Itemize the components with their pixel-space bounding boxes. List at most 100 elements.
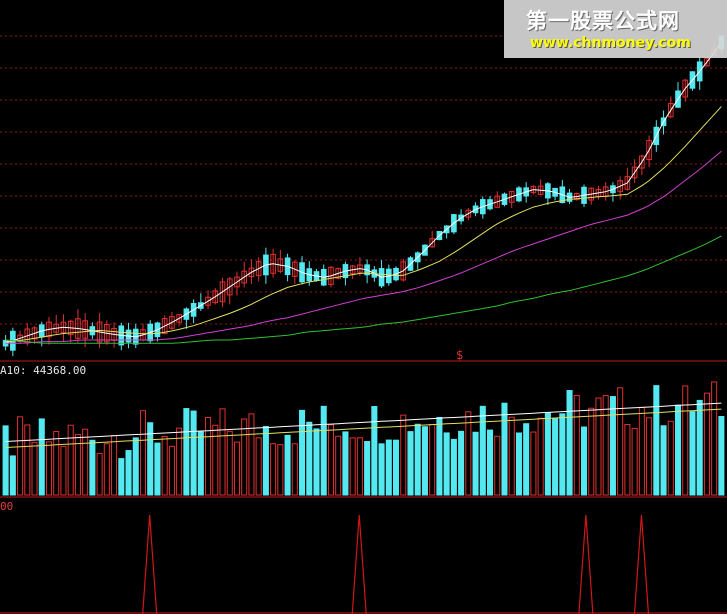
volume-bar bbox=[241, 418, 248, 496]
volume-bar bbox=[378, 443, 385, 496]
volume-bar bbox=[385, 439, 392, 496]
candle-body bbox=[400, 261, 407, 281]
signal-spike bbox=[351, 514, 367, 614]
volume-bar bbox=[523, 423, 530, 496]
volume-bar bbox=[335, 435, 342, 496]
volume-bar bbox=[624, 423, 631, 496]
ma10-line bbox=[5, 106, 722, 343]
volume-bar bbox=[443, 432, 450, 496]
volume-bar bbox=[205, 417, 212, 496]
volume-bar bbox=[703, 392, 710, 496]
volume-bar bbox=[674, 404, 682, 496]
volume-bar bbox=[233, 441, 241, 496]
signal-spike bbox=[142, 514, 158, 614]
volume-bar bbox=[147, 422, 154, 496]
volume-bar bbox=[248, 413, 255, 496]
candle-body bbox=[704, 57, 710, 67]
candle-body bbox=[639, 155, 645, 169]
volume-bar bbox=[67, 424, 74, 496]
volume-bar bbox=[132, 437, 139, 496]
volume-bar bbox=[125, 450, 132, 496]
volume-panel bbox=[2, 381, 725, 496]
volume-bar bbox=[31, 441, 38, 496]
volume-bar bbox=[299, 409, 306, 496]
volume-bar bbox=[38, 418, 45, 496]
candle-body bbox=[682, 79, 689, 98]
volume-bar bbox=[255, 437, 262, 496]
volume-bar bbox=[537, 417, 544, 496]
candle-body bbox=[429, 238, 435, 248]
volume-bar bbox=[118, 458, 125, 496]
volume-bar bbox=[400, 414, 407, 496]
signal-spike bbox=[578, 514, 594, 614]
volume-bar bbox=[479, 405, 486, 496]
volume-bar bbox=[544, 412, 551, 496]
volume-bar bbox=[190, 410, 197, 496]
candle-body bbox=[508, 190, 515, 203]
volume-bar bbox=[291, 443, 298, 496]
volume-bar bbox=[74, 434, 81, 496]
volume-bar bbox=[646, 417, 653, 496]
volume-bar bbox=[631, 427, 638, 496]
volume-bar bbox=[566, 390, 573, 496]
volume-bar bbox=[219, 408, 226, 496]
candle-body bbox=[667, 103, 674, 118]
volume-bar bbox=[407, 431, 414, 496]
candle-body bbox=[219, 281, 226, 303]
volume-bar bbox=[450, 438, 457, 496]
marker-symbol: $ bbox=[456, 348, 463, 362]
candle-body bbox=[292, 261, 298, 277]
volume-bar bbox=[262, 425, 269, 496]
candle-body bbox=[169, 316, 175, 329]
volume-bar bbox=[226, 430, 233, 496]
indicator-legend: 00 bbox=[0, 500, 14, 513]
volume-bar bbox=[96, 452, 103, 496]
volume-legend: A10: 44368.00 bbox=[0, 364, 87, 377]
volume-bar bbox=[9, 455, 16, 496]
ma60-line bbox=[5, 235, 722, 344]
volume-bar bbox=[89, 439, 96, 496]
candle-body bbox=[255, 261, 262, 277]
candle-body bbox=[335, 268, 342, 279]
candle-body bbox=[176, 314, 182, 323]
candle-body bbox=[624, 176, 631, 190]
ma20-line bbox=[5, 150, 722, 344]
volume-bar bbox=[501, 402, 508, 496]
volume-bar bbox=[530, 431, 537, 496]
volume-bar bbox=[609, 396, 616, 496]
volume-bar bbox=[168, 445, 175, 496]
volume-bar bbox=[472, 431, 479, 496]
volume-bar bbox=[24, 424, 31, 496]
price-grid bbox=[0, 35, 727, 325]
signal-indicator-panel bbox=[0, 514, 727, 614]
volume-bar bbox=[660, 425, 667, 496]
volume-bar bbox=[284, 434, 291, 496]
candle-body bbox=[617, 180, 623, 193]
volume-bar bbox=[197, 431, 204, 496]
volume-bar bbox=[573, 394, 580, 496]
candle-body bbox=[161, 318, 168, 335]
volume-bar bbox=[429, 423, 436, 496]
volume-bar bbox=[494, 435, 501, 496]
volume-bar bbox=[421, 426, 428, 496]
volume-bar bbox=[638, 406, 645, 496]
volume-bar bbox=[414, 423, 421, 496]
volume-bar bbox=[552, 417, 559, 496]
volume-bar bbox=[465, 411, 472, 496]
volume-ma10-line bbox=[5, 408, 722, 448]
volume-bar bbox=[689, 411, 696, 496]
volume-bar bbox=[602, 395, 609, 496]
volume-bar bbox=[212, 424, 219, 496]
volume-bar bbox=[270, 443, 277, 496]
volume-bar bbox=[515, 432, 522, 496]
volume-bar bbox=[53, 431, 60, 496]
watermark-url: www.chnmoney.com bbox=[530, 35, 691, 51]
volume-ma-line bbox=[5, 402, 722, 442]
volume-bar bbox=[327, 424, 334, 496]
candle-body bbox=[494, 195, 501, 208]
volume-bar bbox=[486, 429, 494, 496]
ma5-line bbox=[5, 42, 722, 344]
volume-bar bbox=[718, 416, 725, 496]
signal-spike bbox=[633, 514, 650, 614]
